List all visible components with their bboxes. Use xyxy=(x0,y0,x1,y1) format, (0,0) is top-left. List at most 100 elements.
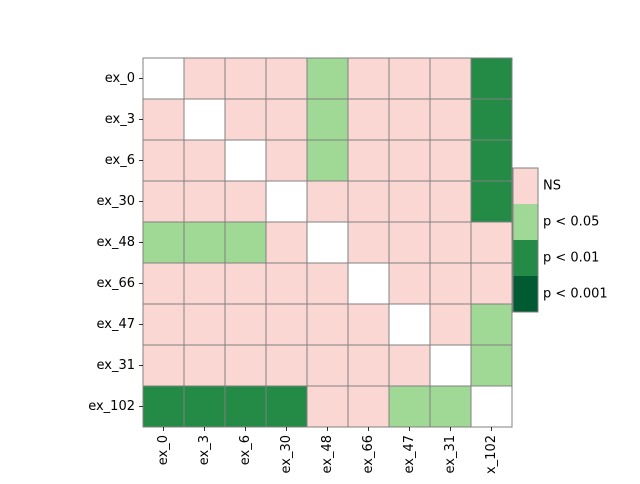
heatmap-cell xyxy=(142,139,185,182)
row-label: ex_102 xyxy=(88,399,135,414)
heatmap-cell xyxy=(224,180,267,223)
heatmap-cell xyxy=(306,344,349,387)
heatmap-cell xyxy=(388,262,431,305)
heatmap-cell xyxy=(347,57,390,100)
column-label: ex_48 xyxy=(320,435,335,474)
heatmap-cell xyxy=(470,139,513,182)
heatmap-cell xyxy=(347,139,390,182)
heatmap-cell xyxy=(429,262,472,305)
row-label: ex_0 xyxy=(105,71,135,86)
heatmap-cell xyxy=(142,344,185,387)
heatmap-cells xyxy=(142,57,513,428)
heatmap-cell xyxy=(470,57,513,100)
heatmap-cell xyxy=(265,303,308,346)
heatmap-cell xyxy=(470,385,513,428)
heatmap-cell xyxy=(470,221,513,264)
heatmap-cell xyxy=(347,303,390,346)
legend-swatch xyxy=(513,168,538,204)
heatmap-cell xyxy=(224,57,267,100)
heatmap-cell xyxy=(347,180,390,223)
heatmap-cell xyxy=(470,98,513,141)
heatmap-cell xyxy=(183,303,226,346)
heatmap-cell xyxy=(388,139,431,182)
legend-label: p < 0.001 xyxy=(543,287,608,302)
legend-swatch xyxy=(513,204,538,240)
row-label: ex_30 xyxy=(96,194,135,209)
heatmap-cell xyxy=(306,262,349,305)
column-label: ex_31 xyxy=(443,435,458,474)
heatmap-cell xyxy=(429,57,472,100)
column-label: ex_47 xyxy=(402,435,417,474)
heatmap-cell xyxy=(265,262,308,305)
heatmap-cell xyxy=(429,344,472,387)
heatmap-cell xyxy=(142,180,185,223)
column-label: ex_30 xyxy=(279,435,294,474)
heatmap-cell xyxy=(347,385,390,428)
column-label: ex_3 xyxy=(197,435,212,465)
heatmap-cell xyxy=(429,98,472,141)
legend-swatch xyxy=(513,240,538,276)
column-labels: ex_0 ex_3 ex_6 ex_30 ex_48 ex_66 ex_47 ex_31 x_1… xyxy=(156,427,499,474)
heatmap-cell xyxy=(265,344,308,387)
row-label: ex_6 xyxy=(105,153,135,168)
heatmap-cell xyxy=(183,385,226,428)
heatmap-cell xyxy=(183,57,226,100)
heatmap-cell xyxy=(224,262,267,305)
heatmap-cell xyxy=(224,303,267,346)
heatmap-cell xyxy=(306,57,349,100)
row-label: ex_47 xyxy=(96,317,135,332)
heatmap-cell xyxy=(306,180,349,223)
heatmap-cell xyxy=(183,221,226,264)
heatmap-cell xyxy=(347,221,390,264)
row-labels: ex_0 ex_3 ex_6 ex_30 ex_48 ex_66 ex_47 ex_31 ex_… xyxy=(88,71,143,414)
heatmap-cell xyxy=(470,303,513,346)
column-label: x_102 xyxy=(484,435,499,474)
heatmap-cell xyxy=(142,221,185,264)
heatmap-cell xyxy=(224,139,267,182)
heatmap-cell xyxy=(265,385,308,428)
heatmap-cell xyxy=(224,385,267,428)
heatmap-cell xyxy=(306,303,349,346)
column-label: ex_0 xyxy=(156,435,171,465)
heatmap-cell xyxy=(429,303,472,346)
heatmap-cell xyxy=(142,57,185,100)
heatmap-cell xyxy=(470,180,513,223)
heatmap-cell xyxy=(388,98,431,141)
heatmap-cell xyxy=(429,385,472,428)
heatmap-cell xyxy=(183,262,226,305)
heatmap-cell xyxy=(470,344,513,387)
legend-label: p < 0.01 xyxy=(543,251,599,266)
column-label: ex_6 xyxy=(238,435,253,465)
heatmap-cell xyxy=(265,180,308,223)
heatmap-cell xyxy=(388,344,431,387)
heatmap-cell xyxy=(306,98,349,141)
heatmap-cell xyxy=(306,221,349,264)
heatmap-cell xyxy=(388,303,431,346)
heatmap-cell xyxy=(183,344,226,387)
column-label: ex_66 xyxy=(361,435,376,474)
legend-swatch xyxy=(513,276,538,312)
heatmap-cell xyxy=(265,98,308,141)
heatmap-cell xyxy=(347,344,390,387)
legend: NS p < 0.05 p < 0.01 p < 0.001 xyxy=(512,167,608,313)
heatmap-cell xyxy=(142,98,185,141)
row-label: ex_3 xyxy=(105,112,135,127)
heatmap-cell xyxy=(265,139,308,182)
heatmap-cell xyxy=(388,180,431,223)
row-label: ex_66 xyxy=(96,276,135,291)
legend-frame xyxy=(512,167,539,313)
heatmap-cell xyxy=(388,385,431,428)
legend-label: NS xyxy=(543,179,561,194)
legend-label: p < 0.05 xyxy=(543,215,599,230)
heatmap-cell xyxy=(142,303,185,346)
row-label: ex_48 xyxy=(96,235,135,250)
heatmap-cell xyxy=(183,98,226,141)
heatmap-cell xyxy=(470,262,513,305)
heatmap-cell xyxy=(347,98,390,141)
heatmap-cell xyxy=(306,385,349,428)
heatmap-cell xyxy=(347,262,390,305)
heatmap-cell xyxy=(142,262,185,305)
heatmap-cell xyxy=(183,139,226,182)
